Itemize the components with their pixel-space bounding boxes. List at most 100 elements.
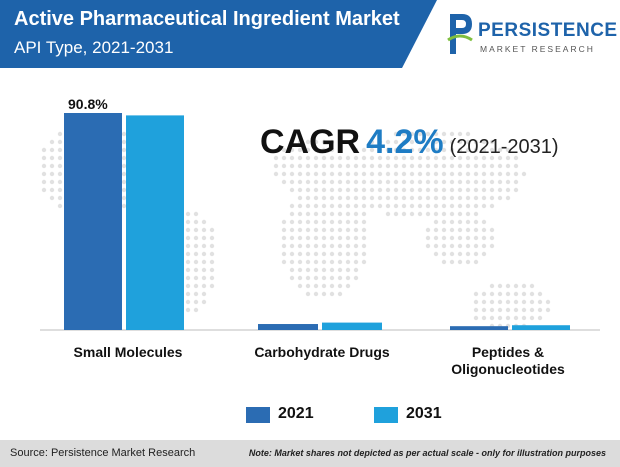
map-dot [425,147,431,153]
map-dot [193,235,199,241]
map-dot [425,211,431,217]
map-dot [121,187,127,193]
map-dot [377,195,383,201]
map-dot [297,275,303,281]
map-dot [289,163,295,169]
map-dot [193,243,199,249]
category-label-peptides: Peptides & Oligonucleotides [451,344,565,377]
chart-legend: 2021 2031 [0,404,620,426]
map-dot [465,171,471,177]
map-dot [297,171,303,177]
map-dot [353,259,359,265]
map-dot [465,139,471,145]
map-dot [209,227,215,233]
map-dot [433,187,439,193]
map-dot [305,227,311,233]
map-dot [425,187,431,193]
map-dot [313,283,319,289]
map-dot [409,195,415,201]
map-dot [281,179,287,185]
map-dot [193,227,199,233]
map-dot [313,179,319,185]
map-dot [377,163,383,169]
map-dot [497,299,503,305]
map-dot [409,131,415,137]
map-dot [449,227,455,233]
map-dot [361,251,367,257]
map-dot [201,227,207,233]
map-dot [313,147,319,153]
map-dot [41,179,47,185]
map-dot [353,155,359,161]
map-dot [289,139,295,145]
map-dot [489,139,495,145]
legend-swatch-2021 [246,407,270,423]
map-dot [385,147,391,153]
map-dot [337,219,343,225]
map-dot [305,147,311,153]
map-dot [281,163,287,169]
map-dot [329,259,335,265]
map-dot [289,275,295,281]
map-dot [329,211,335,217]
map-dot [409,147,415,153]
map-dot [457,219,463,225]
map-dot [345,195,351,201]
map-dot [457,139,463,145]
map-dot [513,179,519,185]
map-dot [449,155,455,161]
map-dot [297,283,303,289]
map-dot [473,179,479,185]
map-dot [321,259,327,265]
map-dot [481,203,487,209]
map-dot [473,243,479,249]
map-dot [433,163,439,169]
map-dot [409,171,415,177]
map-dot [417,171,423,177]
map-dot [465,227,471,233]
map-dot [417,139,423,145]
map-dot [457,235,463,241]
map-dot [401,179,407,185]
map-dot [457,203,463,209]
map-dot [345,211,351,217]
map-dot [313,187,319,193]
map-dot [345,275,351,281]
map-dot [337,251,343,257]
map-dot [377,139,383,145]
map-dot [313,275,319,281]
map-dot [409,211,415,217]
map-dot [529,291,535,297]
map-dot [465,131,471,137]
map-dot [329,203,335,209]
map-dot [185,299,191,305]
map-dot [361,179,367,185]
map-dot [289,251,295,257]
map-dot [385,203,391,209]
map-dot [121,155,127,161]
map-dot [297,211,303,217]
map-dot [281,171,287,177]
map-dot [185,251,191,257]
map-dot [489,147,495,153]
map-dot [305,283,311,289]
map-dot [305,203,311,209]
map-dot [209,275,215,281]
map-dot [433,179,439,185]
map-dot [305,251,311,257]
map-dot [513,299,519,305]
map-dot [529,307,535,313]
map-dot [345,267,351,273]
map-dot [193,251,199,257]
map-dot [353,235,359,241]
map-dot [121,171,127,177]
map-dot [473,251,479,257]
map-dot [489,187,495,193]
map-dot [417,179,423,185]
map-dot [465,235,471,241]
map-dot [393,211,399,217]
map-dot [329,195,335,201]
map-dot [545,299,551,305]
map-dot [201,283,207,289]
map-dot [457,211,463,217]
